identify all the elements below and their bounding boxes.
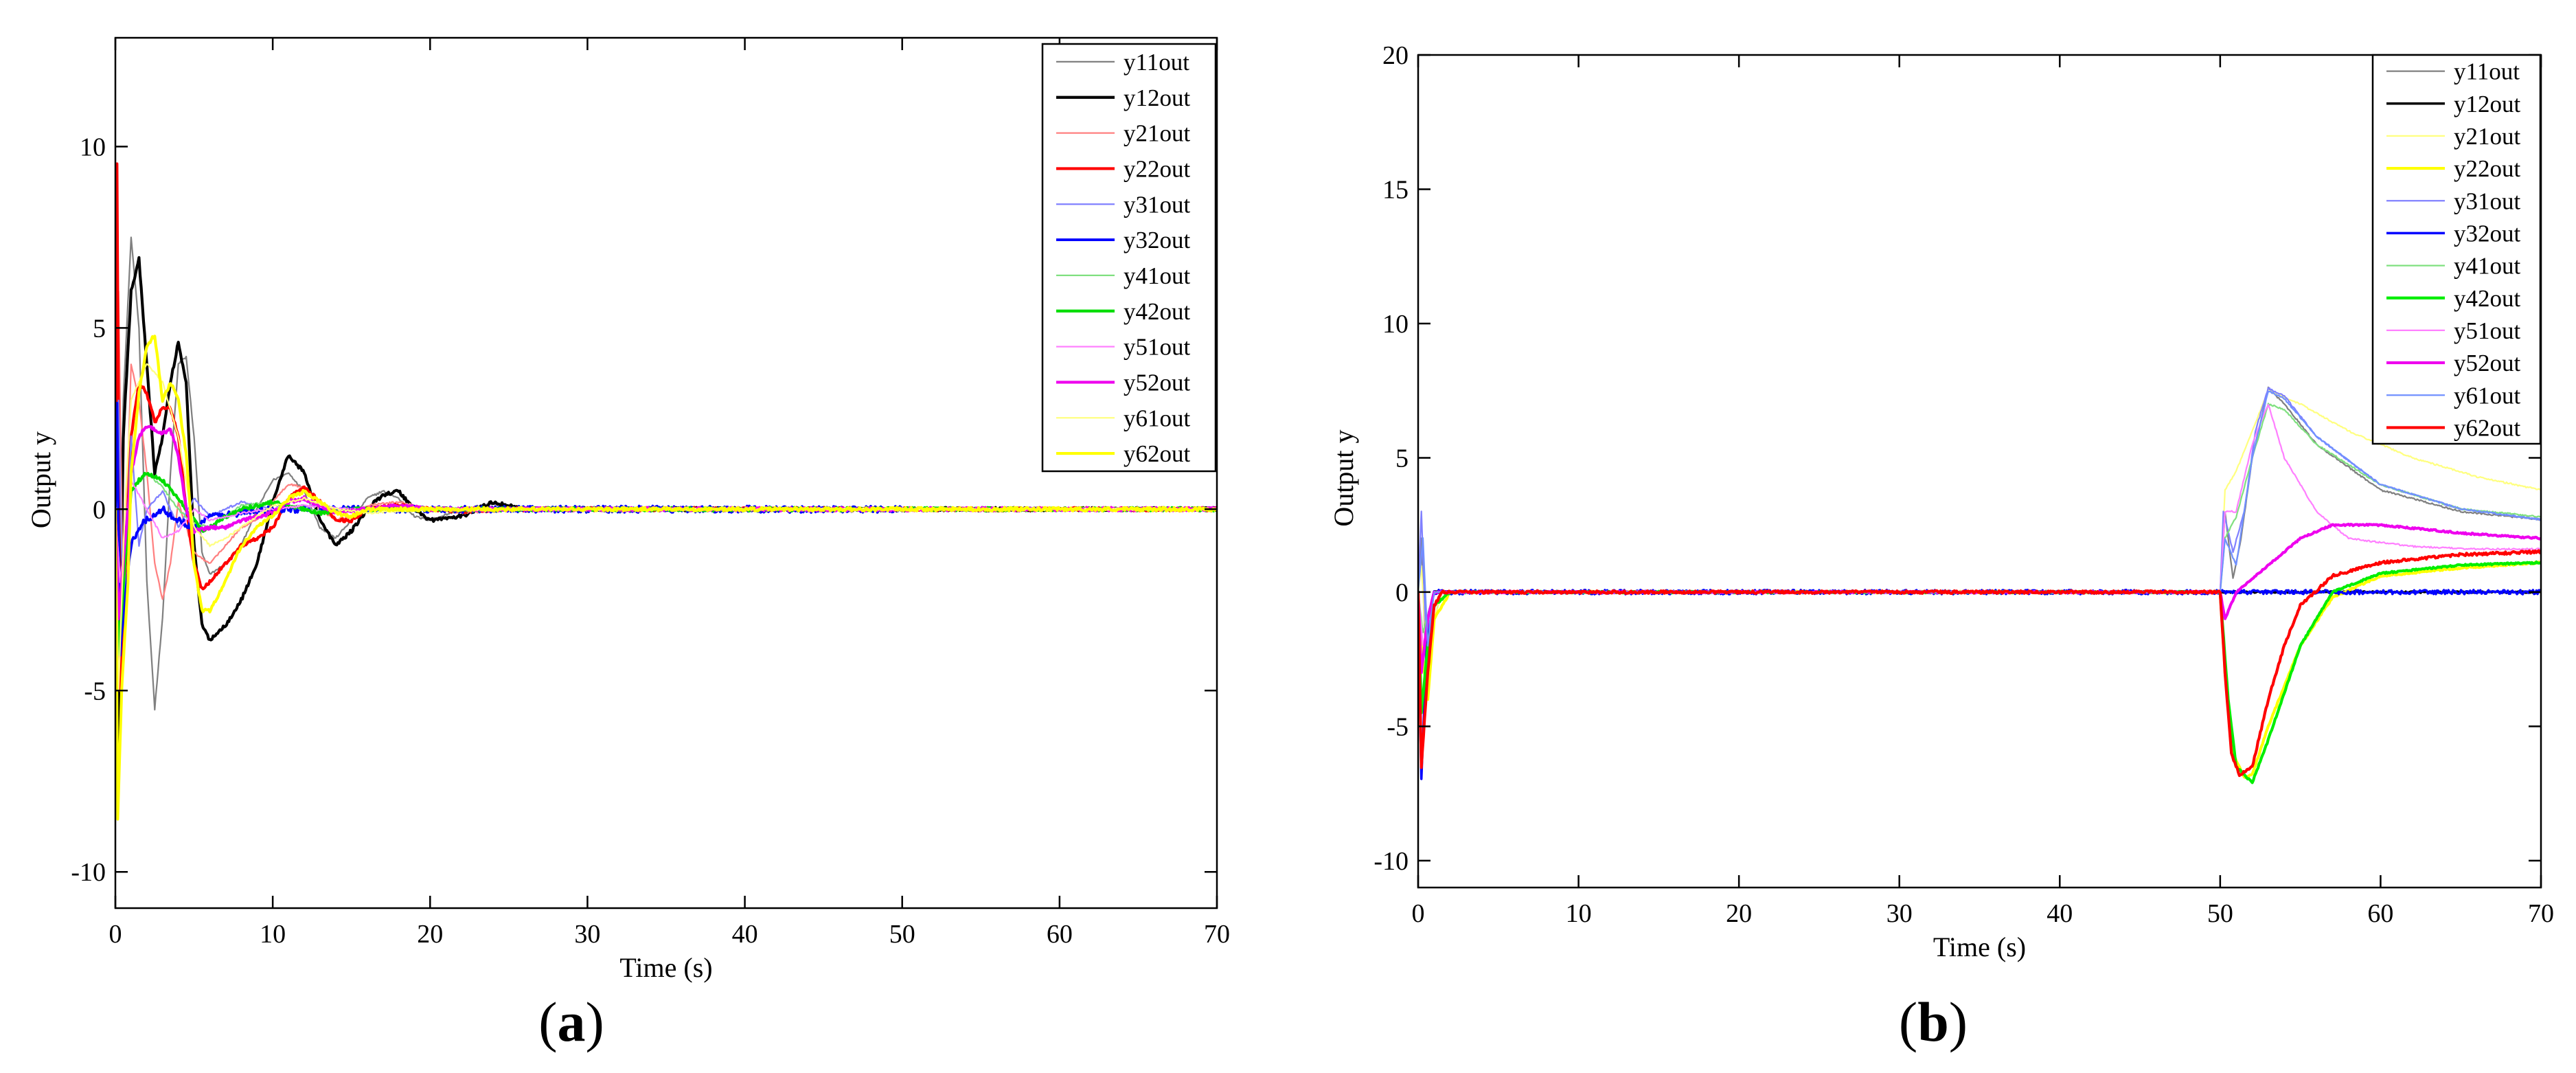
x-tick-label: 0 — [109, 920, 122, 949]
x-tick-label: 10 — [260, 920, 286, 949]
y-tick-label: -5 — [1387, 712, 1409, 741]
series-line-y32out — [1418, 589, 2541, 780]
legend-label: y51out — [2454, 317, 2521, 344]
series-line-y32out — [115, 401, 904, 657]
legend: y11out y12out y21out y22out y31out y32out y41o… — [1041, 43, 1217, 473]
legend-label: y52out — [2454, 350, 2521, 376]
legend-label: y22out — [1124, 155, 1191, 182]
legend-label: y11out — [1124, 49, 1189, 76]
legend-label: y31out — [2454, 188, 2521, 214]
legend-label: y42out — [2454, 285, 2521, 312]
plot-frame — [1417, 54, 2542, 889]
y-axis-label: Output y — [1328, 429, 1359, 526]
x-tick-label: 40 — [732, 920, 758, 949]
legend-label: y52out — [1124, 369, 1191, 396]
legend-label: y41out — [1124, 262, 1191, 289]
x-tick-label: 70 — [1204, 920, 1230, 949]
legend-label: y32out — [1124, 227, 1191, 253]
y-tick-label: 0 — [1395, 578, 1409, 607]
x-tick-label: 50 — [2207, 899, 2233, 928]
series-group — [115, 162, 1217, 821]
x-tick-label: 0 — [1412, 899, 1425, 928]
x-tick-label: 20 — [417, 920, 443, 949]
y-tick-label: -5 — [84, 677, 106, 705]
y-tick-label: 15 — [1382, 175, 1409, 204]
y-tick-label: 5 — [93, 314, 106, 343]
y-tick-label: -10 — [71, 858, 106, 887]
series-line-y42out — [1418, 560, 2541, 784]
legend-label: y12out — [2454, 91, 2521, 117]
y-axis-label: Output y — [25, 431, 56, 528]
y-tick-label: 10 — [1382, 310, 1409, 339]
x-tick-label: 20 — [1726, 899, 1752, 928]
legend-label: y22out — [2454, 155, 2521, 182]
legend-label: y42out — [1124, 298, 1191, 325]
legend-label: y21out — [2454, 123, 2521, 150]
x-axis-label: Time (s) — [1933, 931, 2026, 962]
legend-label: y51out — [1124, 334, 1191, 361]
legend-label: y61out — [1124, 405, 1191, 431]
x-tick-label: 30 — [574, 920, 600, 949]
legend-label: y11out — [2454, 58, 2520, 85]
chart-panel-a: 0 10 20 30 40 50 60 70 -10 -5 0 5 10 Time (s) Output y… — [25, 36, 1230, 983]
y-tick-label: 20 — [1382, 41, 1409, 70]
y-tick-label: 0 — [93, 495, 106, 524]
y-tick-label: -10 — [1374, 847, 1409, 876]
x-tick-label: 50 — [889, 920, 915, 949]
x-tick-label: 60 — [2367, 899, 2393, 928]
series-line-y42out — [115, 471, 1217, 656]
legend-box — [1041, 43, 1217, 473]
x-axis-label: Time (s) — [619, 952, 712, 983]
series-group — [1418, 386, 2541, 784]
series-line-y62out — [115, 335, 1217, 821]
plot-frame — [114, 36, 1218, 910]
panel-caption-a-letter: a — [558, 991, 586, 1053]
series-line-y12out — [1418, 590, 2541, 674]
series-line-y62out — [1418, 549, 2541, 778]
x-tick-label: 40 — [2047, 899, 2073, 928]
x-tick-label: 10 — [1566, 899, 1592, 928]
series-line-y52out — [1418, 522, 2541, 675]
panel-caption-b: (b) — [1899, 991, 1968, 1053]
legend-label: y62out — [2454, 414, 2521, 441]
legend-label: y12out — [1124, 84, 1191, 111]
series-line-y41out — [115, 472, 1217, 583]
legend-label: y61out — [2454, 382, 2521, 409]
legend-label: y41out — [2454, 253, 2521, 280]
x-tick-label: 30 — [1887, 899, 1913, 928]
x-tick-label: 70 — [2528, 899, 2554, 928]
x-tick-label: 60 — [1047, 920, 1073, 949]
chart-panel-b: 0 10 20 30 40 50 60 70 -10 -5 0 5 10 15 20 Time (s) Outp… — [1328, 41, 2554, 962]
panel-caption-a: (a) — [538, 991, 604, 1053]
panel-caption-b-letter: b — [1917, 991, 1949, 1053]
legend-label: y31out — [1124, 191, 1191, 218]
legend-label: y32out — [2454, 220, 2521, 247]
series-line-y51out — [115, 479, 1217, 583]
legend-label: y21out — [1124, 120, 1191, 147]
legend: y11out y12out y21out y22out y31out y32out y41o… — [2371, 54, 2542, 445]
legend-label: y62out — [1124, 440, 1191, 467]
legend-box — [2371, 54, 2542, 445]
y-tick-label: 5 — [1395, 444, 1409, 473]
y-tick-label: 10 — [80, 133, 106, 161]
